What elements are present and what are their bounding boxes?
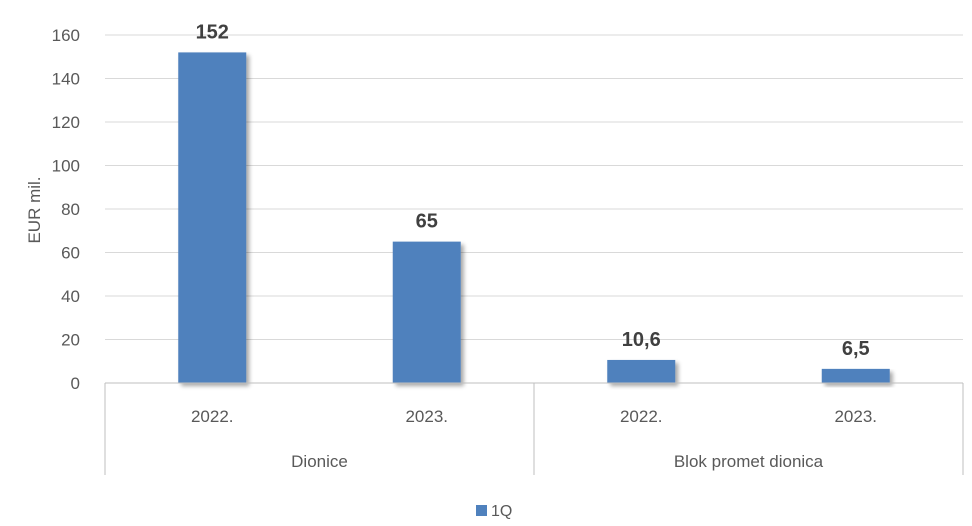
data-label: 10,6 xyxy=(622,329,661,351)
bar xyxy=(607,359,676,383)
y-tick-label: 120 xyxy=(52,113,80,132)
bar xyxy=(392,241,461,383)
y-tick-label: 100 xyxy=(52,157,80,176)
data-label: 65 xyxy=(416,211,438,233)
group-label: Dionice xyxy=(291,452,348,471)
data-label: 152 xyxy=(196,21,229,43)
x-tick-label: 2022. xyxy=(620,407,663,426)
y-tick-label: 0 xyxy=(71,374,80,393)
y-tick-label: 40 xyxy=(61,287,80,306)
y-tick-label: 160 xyxy=(52,26,80,45)
y-tick-label: 60 xyxy=(61,244,80,263)
legend-swatch-1q xyxy=(476,505,487,516)
group-label: Blok promet dionica xyxy=(674,452,824,471)
x-tick-label: 2023. xyxy=(405,407,448,426)
data-label: 6,5 xyxy=(842,338,870,360)
y-tick-label: 20 xyxy=(61,331,80,350)
legend: 1Q xyxy=(476,503,512,520)
legend-label-1q: 1Q xyxy=(491,503,512,520)
x-tick-label: 2022. xyxy=(191,407,234,426)
y-tick-label: 140 xyxy=(52,70,80,89)
gridlines xyxy=(105,34,963,384)
data-labels: 152 65 10,6 6,5 xyxy=(196,21,870,359)
y-axis-title: EUR mil. xyxy=(25,176,44,243)
y-tick-label: 80 xyxy=(61,200,80,219)
bars xyxy=(178,52,890,384)
y-axis-ticks: 0 20 40 60 80 100 120 140 160 xyxy=(52,26,80,393)
bar xyxy=(821,368,890,383)
x-tick-label: 2023. xyxy=(834,407,877,426)
x-axis: 2022. 2023. 2022. 2023. Dionice Blok promet d… xyxy=(104,382,964,475)
bar xyxy=(178,52,247,384)
